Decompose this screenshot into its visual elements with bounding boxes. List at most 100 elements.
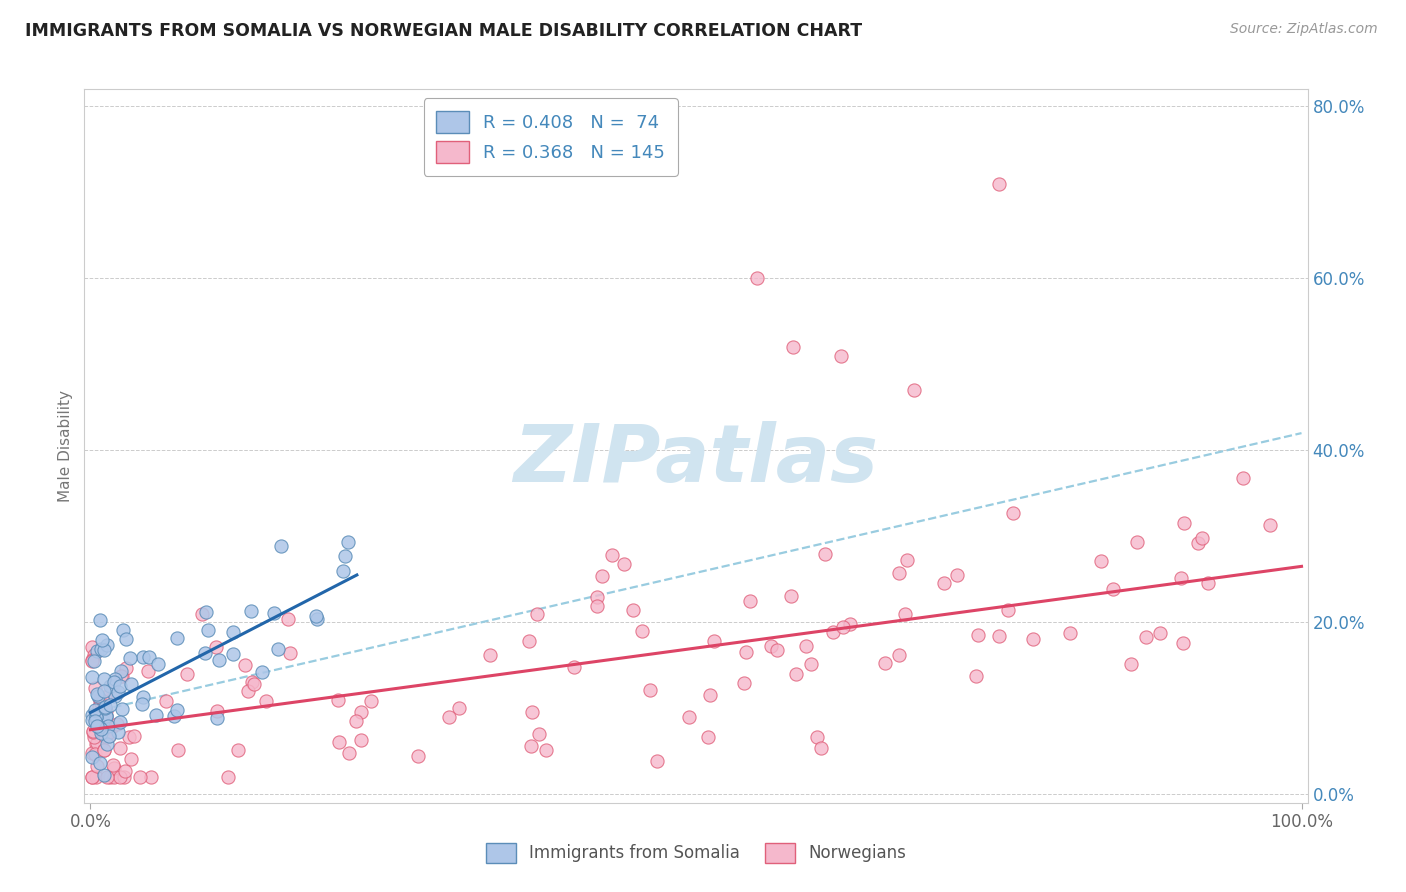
Point (103, 684, 125, 698)
Point (83, 730, 105, 744)
Point (93, 683, 115, 698)
Point (122, 729, 145, 743)
Point (336, 535, 359, 549)
Point (107, 685, 129, 699)
Point (896, 552, 918, 566)
Point (1197, 576, 1219, 591)
Point (1258, 517, 1281, 532)
Point (204, 640, 226, 654)
Point (1171, 636, 1194, 650)
Point (697, 730, 720, 744)
Point (136, 664, 159, 678)
Point (263, 606, 285, 620)
Point (87, 720, 110, 734)
Point (239, 604, 262, 618)
Point (108, 740, 131, 755)
Point (765, 642, 787, 657)
Point (94, 730, 117, 744)
Point (647, 754, 669, 768)
Point (97, 719, 120, 733)
Point (785, 667, 807, 681)
Point (562, 660, 585, 674)
Point (112, 770, 135, 784)
Point (1090, 554, 1112, 568)
Point (243, 677, 266, 691)
Point (90, 736, 112, 750)
Point (100, 679, 122, 693)
Point (831, 620, 853, 634)
Text: Source: ZipAtlas.com: Source: ZipAtlas.com (1230, 22, 1378, 37)
Point (821, 624, 844, 639)
Point (100, 722, 122, 736)
Point (82, 724, 104, 739)
Point (197, 623, 219, 637)
Point (96, 708, 118, 723)
Point (332, 565, 354, 579)
Point (83, 681, 105, 696)
Point (903, 383, 925, 397)
Point (226, 743, 249, 757)
Point (103, 760, 125, 774)
Point (83, 714, 105, 729)
Point (479, 648, 502, 662)
Point (794, 639, 817, 653)
Point (98, 698, 121, 713)
Point (86, 719, 108, 733)
Point (527, 727, 550, 741)
Point (934, 575, 956, 590)
Point (94, 701, 117, 715)
Point (946, 567, 969, 582)
Point (238, 683, 260, 698)
Point (107, 725, 129, 739)
Point (965, 669, 987, 683)
Point (782, 340, 804, 354)
Point (80, 770, 103, 784)
Point (82, 640, 104, 654)
Point (84, 703, 107, 717)
Point (83, 654, 105, 668)
Point (810, 741, 832, 756)
Point (839, 617, 862, 632)
Point (131, 690, 153, 705)
Point (96, 770, 118, 784)
Point (93, 690, 115, 705)
Point (278, 646, 301, 660)
Point (115, 632, 138, 646)
Point (86, 644, 108, 658)
Point (987, 629, 1010, 643)
Point (190, 607, 212, 622)
Point (277, 612, 299, 626)
Point (408, 748, 430, 763)
Text: IMMIGRANTS FROM SOMALIA VS NORWEGIAN MALE DISABILITY CORRELATION CHART: IMMIGRANTS FROM SOMALIA VS NORWEGIAN MAL… (25, 22, 862, 40)
Point (526, 607, 548, 622)
Point (108, 770, 131, 784)
Point (94, 704, 117, 718)
Point (141, 770, 163, 784)
Point (84, 710, 107, 724)
Point (1135, 630, 1157, 644)
Y-axis label: Male Disability: Male Disability (58, 390, 73, 502)
Point (97, 730, 120, 744)
Point (115, 661, 138, 675)
Point (82, 708, 104, 723)
Point (104, 689, 127, 703)
Point (638, 682, 661, 697)
Point (740, 594, 762, 608)
Point (80, 653, 103, 667)
Point (114, 764, 136, 779)
Point (167, 743, 190, 757)
Point (97, 725, 120, 739)
Point (350, 732, 373, 747)
Point (1059, 626, 1081, 640)
Point (111, 702, 134, 716)
Point (889, 648, 911, 662)
Point (131, 697, 153, 711)
Point (101, 679, 124, 693)
Point (93, 743, 115, 757)
Point (250, 665, 273, 679)
Point (520, 739, 543, 754)
Point (703, 634, 725, 648)
Point (101, 757, 124, 772)
Point (132, 650, 155, 665)
Point (337, 747, 360, 761)
